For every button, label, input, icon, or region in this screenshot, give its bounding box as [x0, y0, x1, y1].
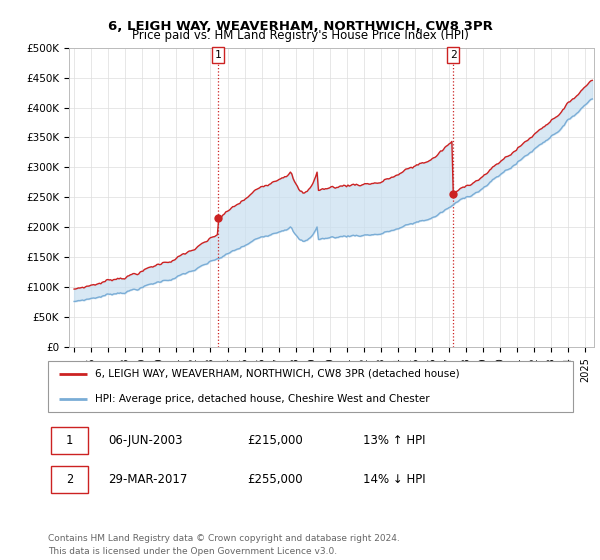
Text: 1: 1 — [66, 433, 73, 447]
Text: £215,000: £215,000 — [248, 433, 303, 447]
Text: 29-MAR-2017: 29-MAR-2017 — [109, 473, 188, 486]
Text: 1: 1 — [215, 50, 221, 60]
Text: HPI: Average price, detached house, Cheshire West and Chester: HPI: Average price, detached house, Ches… — [95, 394, 430, 404]
FancyBboxPatch shape — [50, 466, 88, 493]
Text: 6, LEIGH WAY, WEAVERHAM, NORTHWICH, CW8 3PR (detached house): 6, LEIGH WAY, WEAVERHAM, NORTHWICH, CW8 … — [95, 369, 460, 379]
Text: 2: 2 — [66, 473, 73, 486]
Text: 13% ↑ HPI: 13% ↑ HPI — [363, 433, 425, 447]
Text: Contains HM Land Registry data © Crown copyright and database right 2024.
This d: Contains HM Land Registry data © Crown c… — [48, 534, 400, 556]
FancyBboxPatch shape — [50, 427, 88, 454]
Text: Price paid vs. HM Land Registry's House Price Index (HPI): Price paid vs. HM Land Registry's House … — [131, 29, 469, 42]
Text: 2: 2 — [450, 50, 457, 60]
Text: 14% ↓ HPI: 14% ↓ HPI — [363, 473, 425, 486]
Text: 6, LEIGH WAY, WEAVERHAM, NORTHWICH, CW8 3PR: 6, LEIGH WAY, WEAVERHAM, NORTHWICH, CW8 … — [107, 20, 493, 32]
Text: £255,000: £255,000 — [248, 473, 303, 486]
FancyBboxPatch shape — [48, 361, 573, 412]
Text: 06-JUN-2003: 06-JUN-2003 — [109, 433, 183, 447]
